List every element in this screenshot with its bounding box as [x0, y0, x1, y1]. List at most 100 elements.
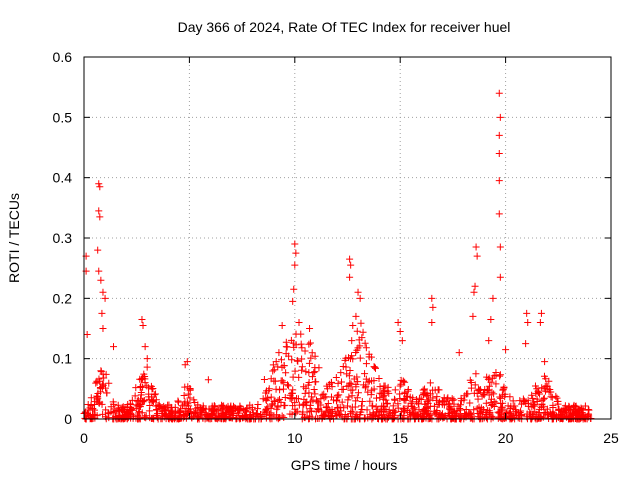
data-point — [358, 397, 366, 405]
data-point — [450, 407, 458, 415]
data-point — [176, 414, 184, 422]
data-point — [414, 400, 422, 408]
data-point — [253, 405, 261, 413]
data-point — [337, 378, 345, 386]
data-point-peak — [495, 177, 503, 185]
data-point — [337, 369, 345, 377]
data-point — [484, 375, 492, 383]
data-point — [366, 397, 374, 405]
data-point — [372, 403, 380, 411]
data-point-peak — [99, 325, 107, 332]
data-point — [345, 393, 353, 401]
data-point — [253, 410, 261, 418]
data-point — [279, 385, 287, 393]
data-point — [356, 354, 364, 362]
data-point — [529, 401, 537, 409]
data-point — [353, 394, 361, 402]
data-point — [423, 410, 431, 418]
y-tick-label: 0.3 — [53, 230, 73, 246]
data-point — [326, 414, 334, 422]
data-point — [236, 402, 244, 410]
data-point — [103, 389, 111, 397]
data-point — [427, 411, 435, 419]
data-point — [506, 393, 514, 401]
data-point — [297, 330, 305, 338]
data-point — [375, 374, 383, 382]
data-point — [318, 414, 326, 422]
data-point-peak — [96, 183, 104, 191]
data-point — [409, 394, 417, 402]
data-point — [473, 405, 481, 413]
data-point — [175, 398, 183, 406]
data-point — [407, 400, 415, 408]
data-point — [326, 407, 334, 415]
data-point — [298, 366, 306, 374]
data-point — [363, 406, 371, 414]
data-point — [314, 405, 322, 413]
data-point — [548, 393, 556, 401]
data-point — [470, 406, 478, 414]
data-point — [267, 375, 275, 383]
data-point — [349, 355, 357, 363]
data-point — [359, 328, 367, 336]
data-point — [450, 400, 458, 408]
data-point-peak — [290, 285, 298, 293]
data-point — [262, 395, 270, 403]
data-point — [298, 355, 306, 363]
data-point — [581, 402, 589, 410]
data-point — [335, 391, 343, 399]
data-point — [304, 381, 312, 389]
data-point — [282, 350, 290, 358]
data-point — [426, 402, 434, 410]
data-point — [352, 397, 360, 405]
data-point — [349, 408, 357, 416]
data-point-peak — [495, 150, 503, 158]
data-point — [310, 386, 318, 394]
data-point — [181, 407, 189, 415]
data-point — [306, 339, 314, 347]
data-point — [332, 397, 340, 405]
data-point — [260, 376, 268, 384]
data-point — [264, 394, 272, 402]
data-point — [422, 414, 430, 422]
data-point-peak — [496, 113, 504, 121]
data-point-peak — [97, 276, 105, 284]
data-point — [492, 380, 500, 388]
data-point — [538, 384, 546, 392]
data-point — [96, 398, 104, 406]
data-point-peak — [523, 309, 531, 317]
data-point — [285, 382, 293, 390]
data-point — [126, 411, 134, 419]
data-point — [311, 352, 319, 360]
data-point — [315, 405, 323, 413]
data-point — [364, 378, 372, 386]
data-point-peak — [428, 294, 436, 302]
data-point — [105, 379, 113, 387]
data-point — [302, 368, 310, 376]
data-point — [400, 412, 408, 420]
data-point — [246, 411, 254, 419]
data-point — [190, 396, 198, 404]
data-point-peak — [428, 318, 436, 326]
data-point-peak — [396, 328, 404, 336]
data-point — [424, 392, 432, 400]
data-point — [295, 401, 303, 409]
data-point — [353, 327, 361, 335]
data-point — [330, 396, 338, 404]
data-point — [272, 385, 280, 393]
data-point — [270, 412, 278, 420]
data-point — [291, 405, 299, 413]
data-point — [145, 407, 153, 415]
data-point-peak — [141, 343, 149, 351]
data-point — [489, 414, 497, 422]
data-point — [347, 352, 355, 360]
data-point — [134, 402, 142, 410]
data-point — [149, 398, 157, 406]
data-point — [368, 402, 376, 410]
data-point-peak — [354, 288, 362, 296]
data-point — [446, 404, 454, 412]
data-point — [300, 400, 308, 408]
data-point — [577, 405, 585, 413]
x-axis-label: GPS time / hours — [291, 457, 398, 473]
data-point — [184, 400, 192, 408]
